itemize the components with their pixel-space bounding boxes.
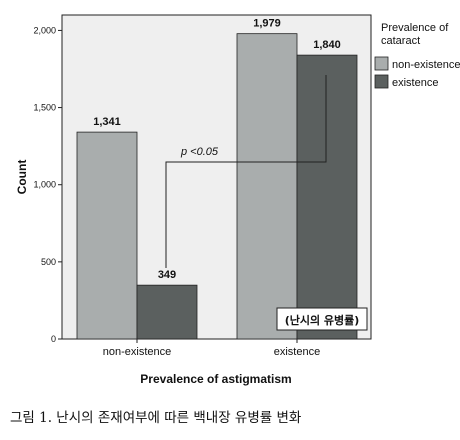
y-tick-label: 2,000 [33, 25, 56, 35]
legend: Prevalence of cataract non-existence exi… [374, 22, 460, 89]
data-label: 1,341 [93, 116, 121, 128]
y-axis-title: Count [15, 160, 29, 195]
data-label: 1,840 [313, 39, 341, 51]
legend-swatch-existence [374, 74, 389, 89]
legend-title-line-1: Prevalence of [381, 22, 449, 34]
y-tick-label: 1,000 [33, 180, 56, 190]
legend-label-non-existence: non-existence [392, 59, 460, 71]
legend-swatch-non-existence [374, 56, 389, 71]
data-label: 1,979 [253, 18, 281, 30]
x-axis-title: Prevalence of astigmatism [140, 372, 291, 386]
legend-title-line-2: cataract [381, 35, 420, 47]
y-axis: 0 500 1,000 1,500 2,000 [33, 25, 62, 344]
bar-non-existence-non-existence [76, 131, 138, 340]
y-tick-label: 0 [51, 334, 56, 344]
significance-bracket [165, 75, 327, 268]
data-label: 349 [158, 269, 176, 281]
x-axis: non-existence existence [103, 339, 320, 358]
inset-label-box [276, 307, 368, 331]
bar-existence-existence [296, 54, 358, 340]
inset-label: (난시의 유병률) [285, 313, 360, 327]
bars: 1,341 349 1,979 1,840 [76, 18, 358, 340]
x-tick-label: existence [274, 346, 320, 358]
legend-label-existence: existence [392, 77, 438, 89]
x-tick-label: non-existence [103, 346, 172, 358]
bar-non-existence-existence [136, 284, 198, 340]
y-tick-label: 500 [41, 257, 56, 267]
p-value-annotation: p <0.05 [180, 146, 219, 158]
bar-existence-non-existence [236, 33, 298, 340]
figure-caption: 그림 1. 난시의 존재여부에 따른 백내장 유병률 변화 [10, 410, 302, 426]
y-tick-label: 1,500 [33, 103, 56, 113]
